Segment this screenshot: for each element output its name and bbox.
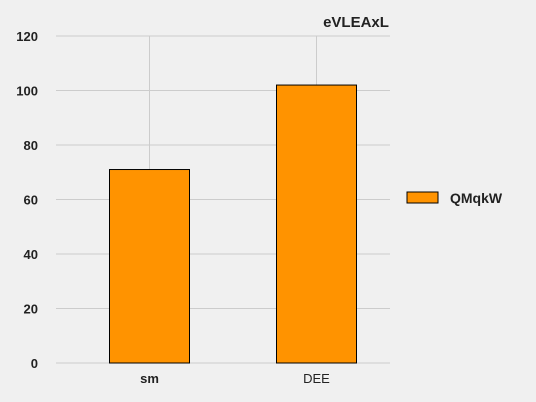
- x-tick-label: sm: [140, 371, 159, 386]
- bar-DEE: [276, 84, 357, 364]
- y-tick-label: 80: [24, 138, 38, 153]
- legend-label: QMqkW: [450, 190, 503, 206]
- x-tick-label: DEE: [303, 371, 330, 386]
- bar-sm: [109, 169, 190, 364]
- y-tick-label: 40: [24, 247, 38, 262]
- chart-title: eVLEAxL: [323, 14, 389, 31]
- legend: QMqkW: [406, 190, 503, 206]
- legend-swatch: [406, 191, 439, 204]
- y-tick-label: 0: [31, 356, 38, 371]
- bars: [109, 84, 357, 364]
- y-tick-label: 20: [24, 302, 38, 317]
- x-axis-tick-labels: sm DEE: [140, 371, 330, 386]
- y-tick-label: 60: [24, 193, 38, 208]
- y-axis-tick-labels: 0 20 40 60 80 100 120: [16, 29, 38, 371]
- y-tick-label: 120: [16, 29, 38, 44]
- y-tick-label: 100: [16, 84, 38, 99]
